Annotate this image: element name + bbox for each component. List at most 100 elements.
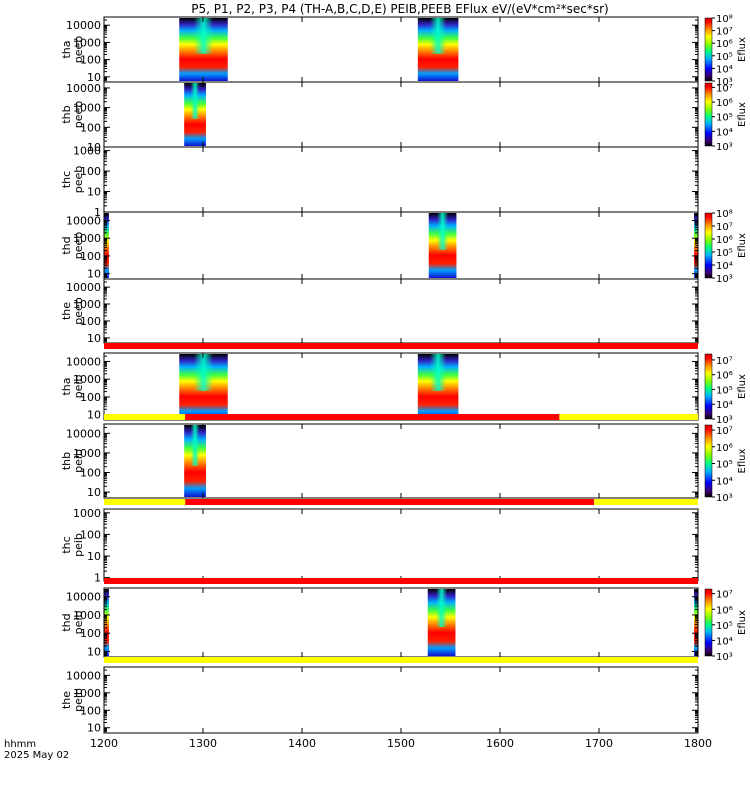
panel-thc-peib: 1 10 100 1000 thc peib bbox=[60, 499, 699, 585]
panel-probe-label: tha bbox=[60, 377, 73, 395]
flag-bar-segment bbox=[104, 499, 186, 505]
colorbar-label: Eflux bbox=[737, 233, 748, 258]
x-tick-label: 1600 bbox=[486, 737, 514, 750]
colorbar-tick-label: 10⁶ bbox=[716, 371, 733, 382]
colorbar-tick-label: 10³ bbox=[716, 415, 733, 426]
colorbar-tick-label: 10⁷ bbox=[716, 27, 733, 38]
colorbar bbox=[704, 212, 713, 279]
colorbar-label: Eflux bbox=[737, 610, 748, 635]
flag-bar-segment bbox=[594, 499, 698, 505]
colorbar-tick-label: 10⁷ bbox=[716, 590, 733, 601]
colorbar-tick-label: 10⁴ bbox=[716, 127, 733, 138]
y-tick-label: 100 bbox=[80, 704, 101, 717]
colorbar-tick-label: 10⁶ bbox=[716, 605, 733, 616]
panel-product-label: peeb bbox=[72, 297, 85, 325]
colorbar-label: Eflux bbox=[737, 374, 748, 399]
y-tick-label: 100 bbox=[80, 165, 101, 178]
panel-probe-label: the bbox=[60, 302, 73, 320]
panel-product-label: peeb bbox=[72, 101, 85, 129]
spectrogram-core bbox=[193, 18, 214, 54]
panel-product-label: peeb bbox=[72, 36, 85, 64]
colorbar-tick-label: 10³ bbox=[716, 652, 733, 663]
colorbar bbox=[704, 353, 713, 420]
y-tick-label: 10 bbox=[87, 722, 101, 735]
y-tick-label: 1 bbox=[94, 572, 101, 585]
panel-frame bbox=[103, 587, 699, 658]
panel-product-label: peeb bbox=[72, 232, 85, 260]
y-tick-label: 1000 bbox=[73, 36, 101, 49]
colorbar-tick-label: 10⁵ bbox=[716, 385, 733, 396]
y-tick-label: 1000 bbox=[73, 298, 101, 311]
colorbar-tick-label: 10⁸ bbox=[716, 14, 733, 25]
flag-bar-segment bbox=[185, 499, 595, 505]
y-tick-label: 100 bbox=[80, 250, 101, 263]
flag-bar-segment bbox=[185, 414, 560, 420]
y-tick-label: 10000 bbox=[66, 669, 101, 682]
colorbar-tick-label: 10⁵ bbox=[716, 113, 733, 124]
panel-probe-label: thb bbox=[60, 452, 73, 470]
panel-product-label: peib bbox=[72, 449, 85, 473]
x-tick-label: 1500 bbox=[387, 737, 415, 750]
time-axis-label: hhmm bbox=[4, 739, 36, 750]
panel-probe-label: thb bbox=[60, 105, 73, 123]
y-tick-label: 10 bbox=[87, 486, 101, 499]
y-tick-label: 10 bbox=[87, 268, 101, 281]
colorbar-tick-label: 10⁴ bbox=[716, 64, 733, 75]
x-tick-label: 1800 bbox=[684, 737, 712, 750]
y-tick-label: 10 bbox=[87, 71, 101, 84]
y-tick-label: 10 bbox=[87, 550, 101, 563]
y-tick-label: 100 bbox=[80, 627, 101, 640]
panel-frame bbox=[103, 508, 699, 582]
spectrogram-core bbox=[437, 213, 449, 250]
y-tick-label: 10000 bbox=[66, 82, 101, 95]
y-tick-label: 1000 bbox=[73, 145, 101, 158]
panel-probe-label: thd bbox=[60, 613, 73, 631]
colorbar-label: Eflux bbox=[737, 37, 748, 62]
y-tick-label: 10 bbox=[87, 409, 101, 422]
date-label: 2025 May 02 bbox=[4, 750, 69, 761]
colorbar-tick-label: 10⁷ bbox=[716, 426, 733, 437]
colorbar-label: Eflux bbox=[737, 448, 748, 473]
colorbar bbox=[704, 588, 713, 657]
colorbar-tick-label: 10⁶ bbox=[716, 235, 733, 246]
panel-thb-peeb: 10 100 1000 10000 thb peeb 10³ 10⁴ 10⁵ 10⁶ 10⁷ Eflu… bbox=[60, 81, 748, 154]
x-tick-label: 1400 bbox=[288, 737, 316, 750]
colorbar-tick-label: 10⁴ bbox=[716, 476, 733, 487]
colorbar-tick-label: 10⁷ bbox=[716, 222, 733, 233]
spectrogram-core bbox=[190, 83, 200, 119]
panel-frame bbox=[103, 666, 699, 734]
colorbar-tick-label: 10⁶ bbox=[716, 98, 733, 109]
colorbar bbox=[704, 17, 713, 82]
colorbar-tick-label: 10⁴ bbox=[716, 636, 733, 647]
spectrogram-core bbox=[436, 589, 448, 627]
colorbar-tick-label: 10⁸ bbox=[716, 209, 733, 220]
flag-bar-segment bbox=[559, 414, 698, 420]
panel-the-peeb: 10 100 1000 10000 the peeb bbox=[60, 278, 699, 345]
colorbar-tick-label: 10⁴ bbox=[716, 261, 733, 272]
y-tick-label: 10000 bbox=[66, 19, 101, 32]
y-tick-label: 10 bbox=[87, 646, 101, 659]
y-tick-label: 10000 bbox=[66, 281, 101, 294]
panel-probe-label: thd bbox=[60, 236, 73, 254]
spectrogram-core bbox=[430, 18, 447, 54]
colorbar-tick-label: 10⁶ bbox=[716, 39, 733, 50]
y-tick-label: 100 bbox=[80, 528, 101, 541]
spectrogram-core bbox=[193, 354, 214, 391]
y-tick-label: 10000 bbox=[66, 591, 101, 604]
y-tick-label: 100 bbox=[80, 54, 101, 67]
colorbar-tick-label: 10³ bbox=[716, 77, 733, 88]
colorbar-tick-label: 10³ bbox=[716, 142, 733, 153]
y-tick-label: 1000 bbox=[73, 232, 101, 245]
colorbar-tick-label: 10⁷ bbox=[716, 83, 733, 94]
flag-bar-segment bbox=[104, 414, 186, 420]
colorbar bbox=[704, 424, 713, 498]
panel-thd-peeb: 10 100 1000 10000 thd peeb 10³ 10⁴ 10⁵ 10⁶ 10⁷ 10⁸ E… bbox=[60, 209, 748, 285]
panel-probe-label: thc bbox=[60, 171, 73, 188]
y-tick-label: 100 bbox=[80, 315, 101, 328]
panel-the-peib: 10 100 1000 10000 the peib bbox=[60, 657, 699, 735]
colorbar-tick-label: 10⁵ bbox=[716, 248, 733, 259]
